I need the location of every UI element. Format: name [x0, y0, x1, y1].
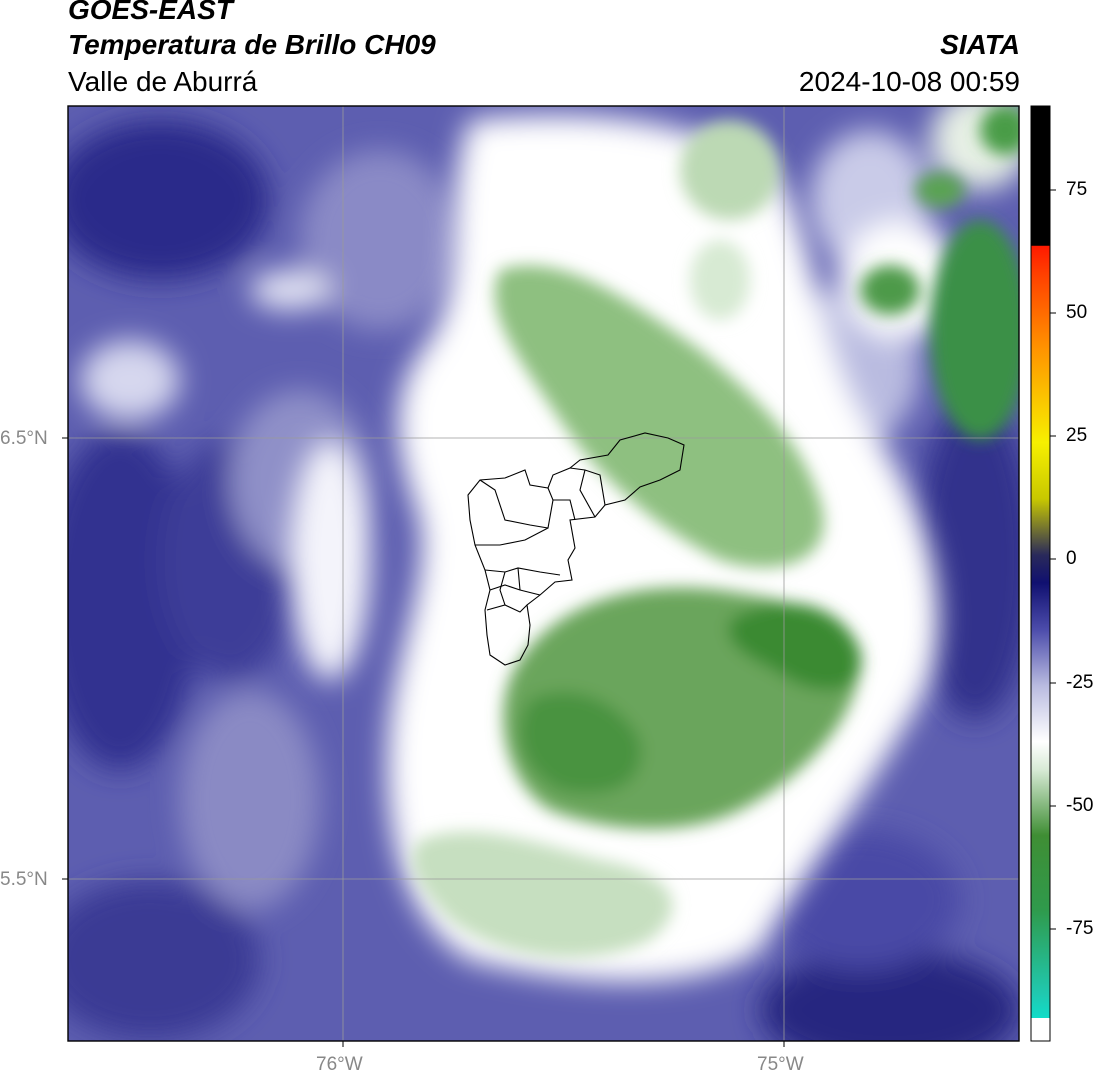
municipality-boundaries — [467, 432, 685, 666]
lat-label: 5.5°N — [0, 869, 48, 890]
colorbar-gradient — [1031, 106, 1050, 1041]
map-frame — [67, 105, 1020, 1042]
region-subtitle: Valle de Aburrá — [68, 66, 258, 97]
colorbar-tick-label: 75 — [1066, 179, 1088, 200]
colorbar-tick-label: -50 — [1066, 795, 1094, 816]
product-title: Temperatura de Brillo CH09 — [68, 29, 436, 60]
lat-label: 6.5°N — [0, 428, 48, 449]
colorbar-tick-label: -75 — [1066, 918, 1094, 939]
lon-label: 76°W — [316, 1054, 363, 1075]
colorbar-tick-label: -25 — [1066, 672, 1094, 693]
satellite-title: GOES-EAST — [68, 0, 233, 25]
brightness-field — [68, 106, 1019, 1041]
colorbar-tick-label: 50 — [1066, 302, 1088, 323]
source-label: SIATA — [940, 29, 1020, 60]
colorbar-frame — [1030, 105, 1051, 1042]
datetime-label: 2024-10-08 00:59 — [798, 66, 1020, 97]
lon-label: 75°W — [757, 1054, 804, 1075]
colorbar-tick-label: 0 — [1066, 548, 1077, 569]
colorbar — [1030, 105, 1056, 1042]
colorbar-under-swatch — [1031, 1018, 1050, 1041]
colorbar-tick-label: 25 — [1066, 425, 1088, 446]
